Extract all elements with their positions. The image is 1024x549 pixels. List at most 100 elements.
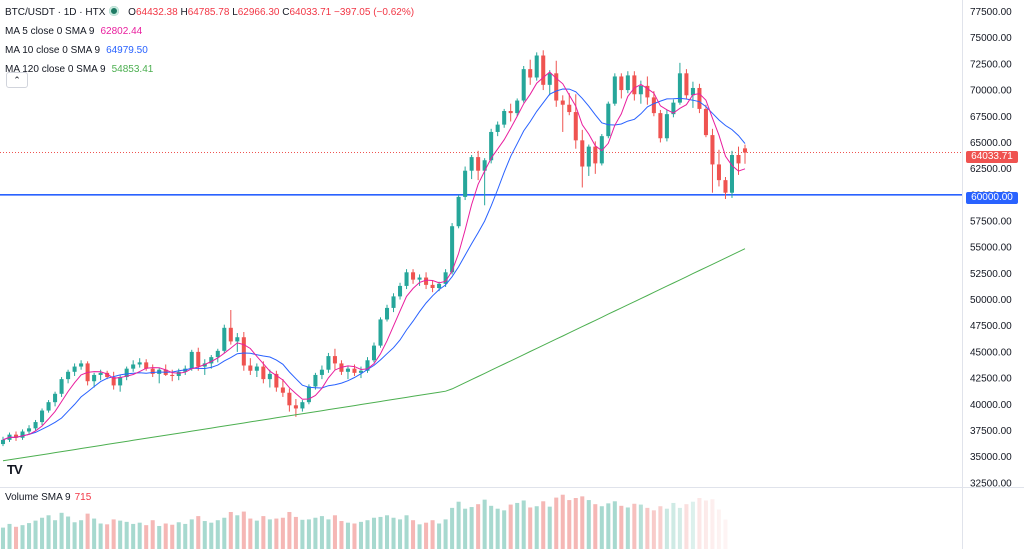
volume-bar [319,516,324,549]
candle-body [697,87,702,109]
volume-bar [560,494,565,549]
volume-bar [573,498,578,549]
candle-body [300,402,305,409]
candle-body [729,155,735,193]
volume-bar [267,519,272,549]
close-label: C [282,7,290,18]
candle-body [528,69,533,78]
volume-bar [150,520,155,549]
candle-body [228,327,233,342]
volume-bar [228,511,233,549]
candle-body [59,379,64,394]
ma5-legend-row[interactable]: MA 5 close 0 SMA 9 62802.44 [5,22,414,41]
volume-bar [534,506,539,549]
volume-bar [371,517,377,549]
high-value: 64785.78 [187,7,230,18]
candle-body [703,108,708,136]
volume-bar [222,517,227,549]
volume-bar [411,520,416,549]
volume-bar [7,523,12,549]
candle-body [619,76,624,91]
candle-body [450,226,455,273]
candle-body [456,196,461,227]
horizontal-line-tag[interactable]: 60000.00 [966,192,1018,204]
candle-body [723,180,728,193]
y-tick-label: 45000.00 [970,347,1012,358]
candle-body [46,402,51,411]
y-tick-label: 47500.00 [970,321,1012,332]
candle-body [690,87,695,96]
volume-bar [293,516,298,549]
volume-bar [40,517,45,549]
candle-body [196,351,201,367]
candle-body [443,272,448,284]
candle-body [606,103,611,137]
volume-bar [287,511,292,549]
volume-bar [92,518,97,549]
candle-body [287,392,292,406]
volume-bar [365,520,370,549]
volume-bar [53,520,58,549]
symbol-label[interactable]: BTC/USDT · 1D · HTX [5,7,106,18]
volume-bar [554,497,559,549]
volume-bar [137,522,142,549]
last-price-tag: 64033.71 [966,151,1018,163]
candle-body [430,284,435,289]
candle-body [72,366,77,372]
y-tick-label: 50000.00 [970,295,1012,306]
volume-bar [528,507,533,549]
volume-bar [352,523,357,549]
volume-bar [482,499,487,549]
volume-bar [183,523,188,549]
volume-bar [157,525,162,549]
candle-body [398,285,403,297]
candle-body [463,170,468,197]
candle-body [326,356,331,370]
candle-body [13,434,19,438]
volume-bar [339,521,344,549]
candle-body [222,327,227,351]
volume-bar [612,501,617,549]
candle-body [33,422,38,429]
volume-bar [469,507,474,549]
candle-body [547,73,552,85]
volume-bar [33,520,38,549]
candle-body [352,368,357,373]
volume-bar [489,505,494,549]
candle-body [502,111,507,125]
collapse-legend-button[interactable]: ⌃ [6,72,28,88]
volume-bar [274,518,279,549]
volume-bar [358,521,364,549]
ma120-legend-row[interactable]: MA 120 close 0 SMA 9 54853.41 [5,60,414,79]
tradingview-logo[interactable]: TV [7,462,23,477]
volume-bar [72,522,77,549]
candle-body [40,410,45,423]
candle-body [98,372,103,375]
ma10-legend-row[interactable]: MA 10 close 0 SMA 9 64979.50 [5,41,414,60]
volume-bar [105,524,110,549]
volume-legend[interactable]: Volume SMA 9 715 [5,492,91,503]
volume-bar [450,507,455,549]
volume-bar [280,517,285,549]
y-tick-label: 55000.00 [970,243,1012,254]
ma5-label: MA 5 close 0 SMA 9 [5,26,95,37]
volume-bar [176,522,181,549]
candle-body [248,365,253,371]
candle-body [476,157,481,171]
candle-body [319,369,324,375]
y-tick-label: 67500.00 [970,112,1012,123]
y-tick-label: 75000.00 [970,33,1012,44]
candle-body [716,164,721,181]
volume-bar [248,518,253,549]
candle-body [371,345,377,361]
candle-body [313,374,318,387]
candle-body [411,272,416,280]
y-tick-label: 65000.00 [970,138,1012,149]
candle-body [235,337,240,342]
y-tick-label: 57500.00 [970,216,1012,227]
volume-bar [196,516,201,549]
volume-bar [345,522,350,549]
candle-body [111,377,116,386]
